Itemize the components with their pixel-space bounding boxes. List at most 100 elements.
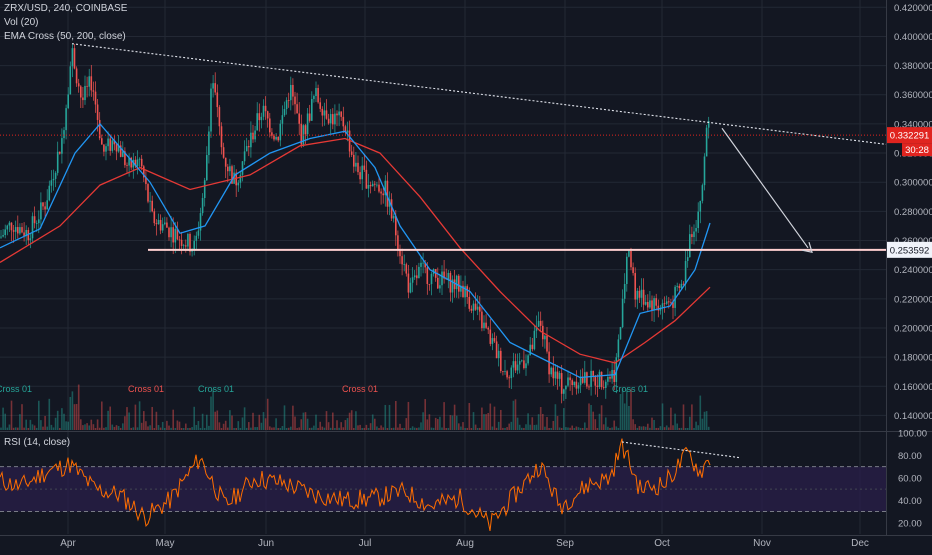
volume-bar bbox=[279, 427, 282, 430]
ema-cross-label: Cross 01 bbox=[198, 384, 234, 394]
candle-body bbox=[157, 219, 160, 225]
time-tick-label: Dec bbox=[851, 538, 869, 549]
candle-body bbox=[340, 111, 342, 117]
candle-body bbox=[250, 132, 252, 148]
candle-body bbox=[199, 213, 202, 231]
candle-body bbox=[214, 83, 216, 93]
candle-body bbox=[54, 172, 57, 179]
candle-body bbox=[464, 286, 466, 298]
volume-legend[interactable]: Vol (20) bbox=[4, 17, 39, 28]
volume-bar bbox=[176, 420, 179, 430]
volume-bar bbox=[340, 422, 342, 430]
volume-bar bbox=[153, 427, 156, 430]
volume-bar bbox=[319, 421, 321, 430]
volume-bar bbox=[632, 419, 634, 430]
candle-body bbox=[672, 302, 674, 308]
volume-bar bbox=[573, 427, 576, 430]
volume-bar bbox=[145, 421, 147, 430]
volume-bar bbox=[315, 414, 317, 430]
candle-body bbox=[42, 202, 44, 207]
volume-bar bbox=[636, 427, 639, 430]
volume-bar bbox=[174, 427, 177, 430]
volume-bar bbox=[59, 427, 61, 430]
candle-body bbox=[642, 289, 645, 305]
volume-bar bbox=[203, 427, 206, 430]
volume-bar bbox=[403, 427, 405, 430]
candle-body bbox=[124, 151, 126, 166]
candle-body bbox=[649, 300, 651, 308]
volume-bar bbox=[329, 427, 332, 430]
candle-body bbox=[63, 130, 65, 139]
volume-bar bbox=[304, 412, 307, 430]
candle-body bbox=[17, 227, 19, 234]
volume-bar bbox=[441, 427, 443, 430]
volume-bar bbox=[670, 407, 672, 430]
candle-body bbox=[134, 159, 137, 167]
candle-body bbox=[361, 165, 363, 180]
volume-bar bbox=[468, 402, 471, 430]
volume-bar bbox=[218, 422, 221, 430]
volume-bar bbox=[344, 420, 347, 430]
candle-body bbox=[130, 157, 132, 168]
candle-body bbox=[458, 275, 460, 292]
candle-body bbox=[577, 385, 580, 389]
volume-bar bbox=[357, 425, 359, 430]
symbol-legend[interactable]: ZRX/USD, 240, COINBASE bbox=[4, 3, 128, 14]
candle-body bbox=[353, 154, 355, 167]
candle-body bbox=[193, 240, 195, 250]
volume-bar bbox=[84, 424, 86, 430]
candle-body bbox=[374, 183, 376, 185]
volume-bar bbox=[527, 413, 529, 430]
volume-bar bbox=[380, 425, 382, 430]
volume-bar bbox=[61, 408, 63, 430]
candle-body bbox=[670, 302, 672, 304]
candle-body bbox=[300, 123, 303, 145]
volume-bar bbox=[567, 427, 569, 430]
volume-bar bbox=[256, 427, 258, 430]
volume-bar bbox=[491, 426, 494, 430]
candle-body bbox=[117, 145, 120, 152]
volume-bar bbox=[271, 427, 273, 430]
volume-bar bbox=[611, 427, 613, 430]
candle-body bbox=[14, 227, 17, 232]
volume-bar bbox=[676, 423, 678, 430]
rsi-legend[interactable]: RSI (14, close) bbox=[4, 437, 71, 448]
volume-bar bbox=[147, 426, 149, 430]
volume-bar bbox=[346, 418, 349, 430]
candle-body bbox=[56, 151, 59, 173]
volume-bar bbox=[600, 405, 603, 430]
candle-body bbox=[264, 105, 267, 112]
volume-bar bbox=[214, 411, 216, 430]
candle-body bbox=[346, 130, 349, 133]
volume-bar bbox=[630, 388, 632, 430]
volume-bar bbox=[46, 426, 48, 430]
price-tick-label: 0.380000 bbox=[894, 61, 932, 72]
volume-bar bbox=[537, 414, 540, 430]
candle-body bbox=[336, 113, 338, 116]
rsi-band bbox=[0, 466, 886, 512]
volume-bar bbox=[336, 420, 338, 430]
user-drawings[interactable] bbox=[0, 43, 887, 253]
volume-bar bbox=[353, 427, 355, 430]
volume-bar bbox=[113, 426, 116, 430]
candle-body bbox=[197, 230, 200, 236]
volume-bar bbox=[514, 399, 517, 430]
candle-body bbox=[321, 108, 324, 116]
volume-bar bbox=[556, 416, 559, 430]
volume-bar bbox=[571, 425, 573, 430]
volume-bar bbox=[269, 426, 271, 430]
volume-bar bbox=[10, 400, 13, 430]
volume-bar bbox=[191, 427, 193, 430]
volume-bar bbox=[395, 400, 397, 430]
candle-body bbox=[424, 262, 426, 268]
volume-bar bbox=[544, 426, 546, 430]
ema-legend[interactable]: EMA Cross (50, 200, close) bbox=[4, 31, 126, 42]
candle-body bbox=[508, 377, 510, 379]
volume-bar bbox=[384, 404, 387, 430]
candle-body bbox=[504, 371, 506, 373]
time-tick-label: Nov bbox=[753, 538, 771, 549]
countdown-tag bbox=[902, 143, 932, 157]
candle-body bbox=[86, 85, 88, 87]
volume-bar bbox=[182, 427, 185, 430]
